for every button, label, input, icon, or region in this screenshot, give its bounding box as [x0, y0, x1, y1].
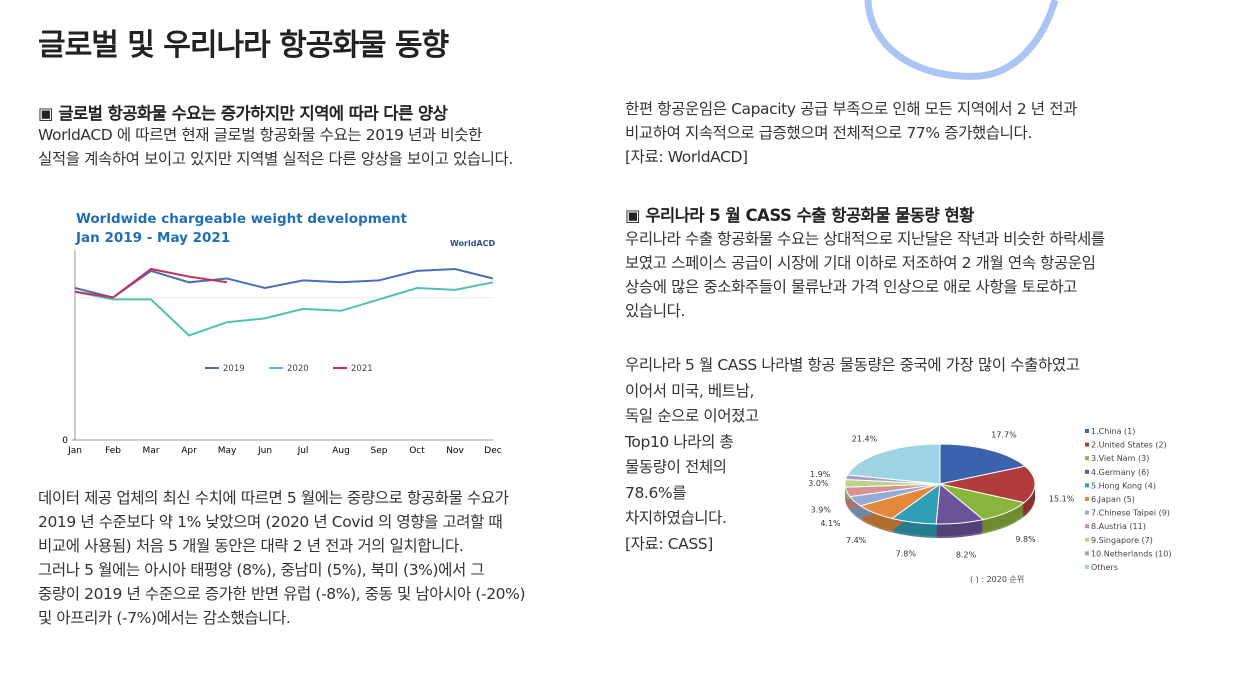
page-title: 글로벌 및 우리나라 항공화물 동향 — [38, 28, 449, 63]
data-label: 4.1% — [820, 519, 841, 528]
text-line: 상승에 많은 중소화주들이 물류난과 가격 인상으로 애로 사항을 토로하고 — [625, 278, 1078, 296]
text-line: WorldACD 에 따르면 현재 글로벌 항공화물 수요는 2019 년과 비… — [38, 126, 482, 144]
legend-label: 10.Netherlands (10) — [1091, 549, 1171, 558]
legend-swatch — [1085, 483, 1089, 488]
text-line: 한편 항공운임은 Capacity 공급 부족으로 인해 모든 지역에서 2 년… — [625, 100, 1077, 118]
text-line: [자료: CASS] — [625, 534, 713, 553]
text-line: 실적을 계속하여 보이고 있지만 지역별 실적은 다른 양상을 보이고 있습니다… — [38, 150, 513, 168]
legend-swatch — [1085, 524, 1089, 529]
legend-swatch — [1085, 510, 1089, 515]
text-line: 비교에 사용됨) 처음 5 개월 동안은 대략 2 년 전과 거의 일치합니다. — [38, 537, 464, 555]
legend-label: 8.Austria (11) — [1091, 522, 1146, 531]
legend-swatch — [1085, 429, 1089, 433]
x-tick-label: May — [218, 446, 237, 456]
pie-chart: 17.7% 1.China (1) 15.1% 2.United States (2)… — [808, 427, 1171, 584]
x-tick-label: Aug — [332, 446, 350, 456]
section-heading: ▣ 글로벌 항공화물 수요는 증가하지만 지역에 따라 다른 양상 — [38, 104, 448, 123]
x-tick-label: Nov — [446, 446, 464, 456]
x-tick-label: Mar — [143, 446, 160, 456]
text-line: Top10 나라의 총 — [625, 432, 734, 451]
legend-label: 3.Viet Nam (3) — [1091, 454, 1149, 463]
text-line: 이어서 미국, 베트남, — [625, 381, 754, 400]
x-tick-label: Jan — [67, 446, 82, 456]
legend-label: 4.Germany (6) — [1091, 468, 1149, 477]
legend-label: 9.Singapore (7) — [1091, 536, 1153, 545]
data-label: 3.9% — [811, 505, 832, 514]
data-label: 1.9% — [810, 470, 831, 479]
text-line: 중량이 2019 년 수준으로 증가한 반면 유럽 (-8%), 중동 및 남아… — [38, 585, 526, 603]
paragraph: 우리나라 수출 항공화물 수요는 상대적으로 지난달은 작년과 비슷한 하락세를… — [625, 227, 1105, 323]
data-label: 3.0% — [808, 479, 829, 488]
legend-swatch — [1085, 469, 1089, 474]
legend-label: 2019 — [223, 364, 245, 374]
text-line: 독일 순으로 이어졌고 — [625, 407, 759, 425]
text-line: 데이터 제공 업체의 최신 수치에 따르면 5 월에는 중량으로 항공화물 수요… — [38, 489, 509, 507]
paragraph: 우리나라 5 월 CASS 나라별 항공 물동량은 중국에 가장 많이 수출하였… — [625, 353, 1080, 557]
data-label: 7.4% — [846, 536, 867, 545]
text-line: 차지하였습니다. — [625, 509, 727, 527]
text-line: 그러나 5 월에는 아시아 태평양 (8%), 중남미 (5%), 북미 (3%… — [38, 561, 485, 579]
paragraph: 데이터 제공 업체의 최신 수치에 따르면 5 월에는 중량으로 항공화물 수요… — [38, 486, 526, 630]
legend-swatch — [1085, 565, 1089, 569]
text-line: [자료: WorldACD] — [625, 148, 748, 166]
decoration — [864, 0, 1059, 80]
legend-label: 1.China (1) — [1091, 427, 1135, 436]
text-line: 우리나라 수출 항공화물 수요는 상대적으로 지난달은 작년과 비슷한 하락세를 — [625, 230, 1105, 248]
pie-slice — [939, 443, 1027, 485]
data-label: 9.8% — [1015, 535, 1036, 544]
x-tick-label: Oct — [409, 446, 425, 456]
chart-subtitle: Jan 2019 - May 2021 — [75, 230, 230, 246]
legend-label: 2020 — [287, 364, 309, 374]
x-tick-label: Apr — [181, 446, 197, 456]
text-line: 비교하여 지속적으로 급증했으며 전체적으로 77% 증가했습니다. — [625, 124, 1032, 142]
x-tick-label: Dec — [484, 446, 501, 456]
legend-swatch — [1085, 537, 1089, 542]
y-tick-label: 0 — [62, 436, 68, 446]
text-line: 우리나라 5 월 CASS 나라별 항공 물동량은 중국에 가장 많이 수출하였… — [625, 356, 1080, 374]
series-line — [74, 267, 494, 299]
x-tick-label: Sep — [371, 446, 388, 456]
chart-note: ( ) : 2020 순위 — [970, 575, 1024, 584]
data-label: 7.8% — [896, 550, 917, 559]
paragraph: WorldACD 에 따르면 현재 글로벌 항공화물 수요는 2019 년과 비… — [38, 123, 513, 171]
pie-slice — [846, 443, 941, 485]
legend-swatch — [1085, 497, 1089, 501]
series-line — [74, 267, 228, 299]
text-line: 78.6%를 — [625, 483, 687, 502]
paragraph: 한편 항공운임은 Capacity 공급 부족으로 인해 모든 지역에서 2 년… — [625, 97, 1077, 169]
data-label: 15.1% — [1049, 495, 1075, 504]
pie-slice — [939, 465, 1036, 504]
legend-swatch — [1085, 456, 1089, 461]
legend-swatch — [1085, 442, 1089, 447]
x-tick-label: Jun — [257, 446, 272, 456]
decor-curve — [864, 0, 1059, 80]
x-tick-label: Jul — [297, 446, 309, 456]
section-heading: ▣ 우리나라 5 월 CASS 수출 항공화물 물동량 현황 — [625, 206, 974, 225]
data-label: 21.4% — [852, 435, 878, 444]
series-line — [74, 281, 494, 337]
legend-label: 5.Hong Kong (4) — [1091, 481, 1156, 490]
source-logo: WorldACD — [450, 239, 496, 248]
legend-label: 7.Chinese Taipei (9) — [1091, 509, 1170, 518]
text-line: 물동량이 전체의 — [625, 458, 727, 476]
legend-label: 6.Japan (5) — [1091, 495, 1135, 504]
data-label: 17.7% — [991, 431, 1017, 440]
data-label: 8.2% — [956, 551, 977, 560]
text-line: 보였고 스페이스 공급이 시장에 기대 이하로 저조하여 2 개월 연속 항공운… — [625, 254, 1096, 272]
legend-label: 2021 — [351, 364, 373, 374]
legend-label: 2.United States (2) — [1091, 441, 1167, 450]
text-line: 2019 년 수준보다 약 1% 낮았으며 (2020 년 Covid 의 영향… — [38, 513, 503, 531]
x-tick-label: Feb — [105, 446, 121, 456]
text-line: 있습니다. — [625, 302, 685, 320]
legend-swatch — [1085, 551, 1089, 556]
chart-title: Worldwide chargeable weight development — [76, 211, 408, 227]
legend-label: Others — [1091, 563, 1118, 572]
line-chart: Worldwide chargeable weight development J… — [62, 211, 501, 456]
text-line: 및 아프리카 (-7%)에서는 감소했습니다. — [38, 609, 291, 627]
